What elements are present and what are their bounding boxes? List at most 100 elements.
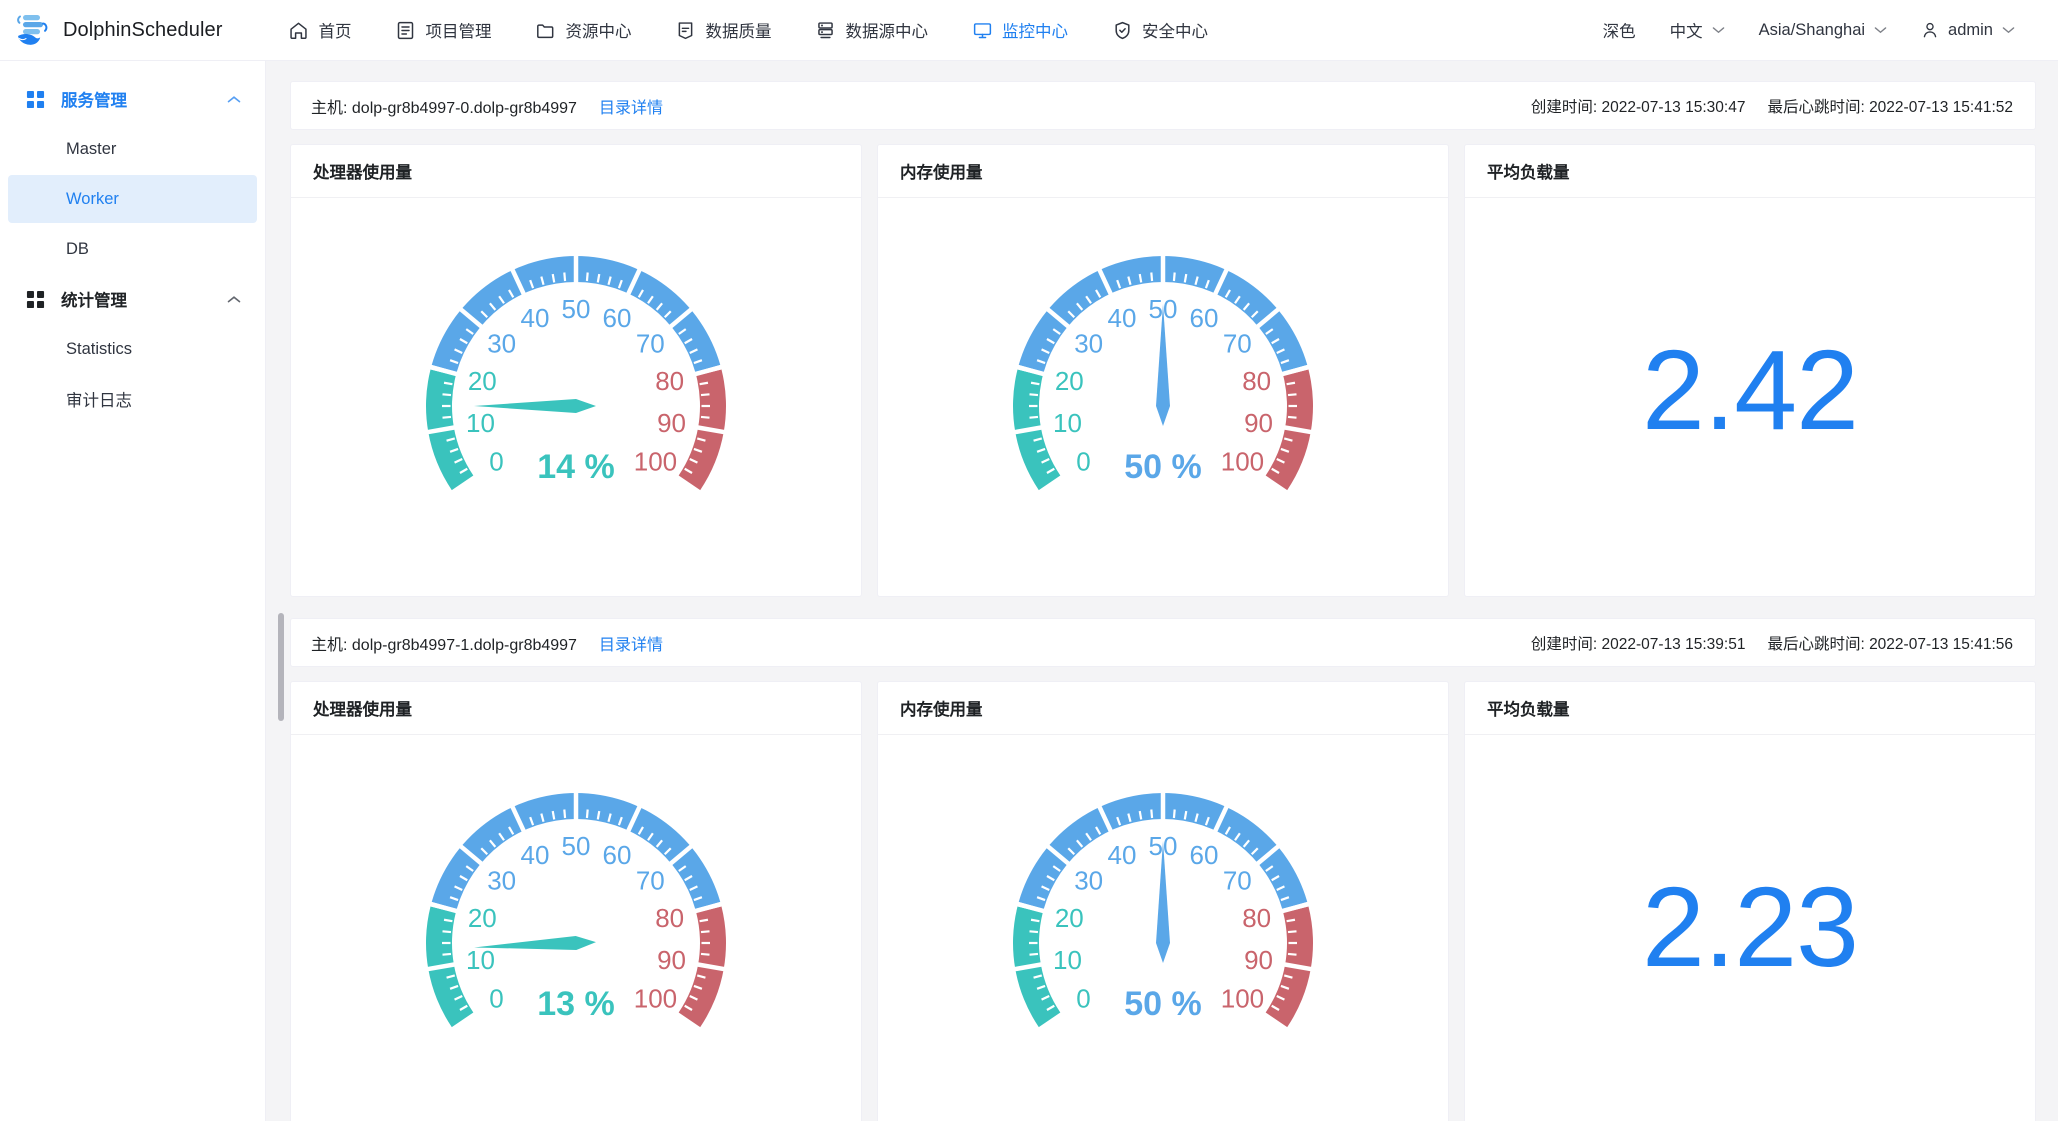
gauge-tick-minor (1276, 885, 1285, 891)
gauge-tick-minor (1276, 348, 1285, 354)
cpu-usage-card: 处理器使用量 0 10 20 30 40 50 60 70 80 90 100 14 % (290, 144, 862, 597)
gauge-tick-minor (1287, 930, 1297, 934)
worker-host-block: 主机: dolp-gr8b4997-1.dolp-gr8b4997 目录详情 创… (290, 618, 2036, 1121)
gauge-tick-minor (1150, 272, 1154, 282)
gauge-tick-minor (1029, 393, 1039, 397)
gauge-tick-minor (459, 1004, 468, 1011)
gauge-tick-minor (1033, 437, 1043, 442)
gauge-tick-minor (1280, 896, 1290, 902)
gauge-value-text: 50 % (1124, 448, 1202, 486)
language-selector[interactable]: 中文 (1653, 0, 1742, 60)
gauge-tick-minor (1271, 875, 1280, 882)
gauge-tick-major (510, 268, 527, 296)
gauge-tick-minor (655, 302, 663, 311)
gauge-tick-minor (607, 813, 612, 823)
gauge-tick-major (1016, 364, 1045, 377)
topnav-item-monitor[interactable]: 监控中心 (950, 0, 1090, 60)
gauge-tick-label: 100 (1221, 447, 1264, 477)
timezone-selector[interactable]: Asia/Shanghai (1742, 0, 1904, 60)
gauge-tick-label: 60 (1190, 303, 1219, 333)
gauge-tick-label: 40 (521, 303, 550, 333)
gauge-tick-label: 100 (1221, 984, 1264, 1014)
top-header: DolphinScheduler 首页 项目管理 资源中心 (0, 0, 2058, 61)
gauge-tick-minor (1271, 1004, 1280, 1011)
cpu-usage-card: 处理器使用量 0 10 20 30 40 50 60 70 80 90 100 13 % (290, 681, 862, 1121)
topnav-item-project[interactable]: 项目管理 (373, 0, 513, 60)
gauge-tick-minor (700, 952, 710, 956)
directory-detail-link[interactable]: 目录详情 (598, 99, 663, 117)
gauge-tick-major (696, 962, 726, 972)
gauge-tick-minor (442, 415, 452, 419)
topnav-item-resource[interactable]: 资源中心 (513, 0, 653, 60)
topnav-item-home[interactable]: 首页 (266, 0, 373, 60)
dolphin-logo-icon (17, 15, 48, 45)
gauge-tick-minor (684, 875, 693, 882)
sidebar-item-label: DB (66, 239, 89, 258)
user-menu[interactable]: admin (1904, 0, 2032, 60)
gauge-tick-label: 0 (1076, 447, 1090, 477)
load-average-card: 平均负载量 2.42 (1464, 144, 2036, 597)
topnav-item-datasource[interactable]: 数据源中心 (793, 0, 950, 60)
gauge-tick-major (1255, 844, 1281, 866)
gauge-tick-minor (637, 826, 644, 835)
gauge-tick-label: 100 (634, 447, 677, 477)
gauge-tick-minor (1036, 896, 1046, 902)
gauge-tick-minor (465, 328, 474, 335)
gauge-tick-minor (540, 276, 545, 286)
gauge-tick-minor (1033, 974, 1043, 979)
gauge-tick-major (458, 307, 484, 329)
gauge-tick-minor (563, 272, 567, 282)
gauge-tick-label: 60 (603, 303, 632, 333)
sidebar-item-label: Statistics (66, 339, 133, 358)
sidebar-group-statistics-management[interactable]: 统计管理 (0, 275, 265, 323)
scrollbar-thumb[interactable] (278, 613, 284, 721)
gauge-tick-minor (551, 273, 556, 283)
sidebar-item-audit-log[interactable]: 审计日志 (8, 375, 257, 423)
grid-icon (26, 290, 45, 308)
gauge-tick-minor (1204, 279, 1210, 289)
theme-toggle[interactable]: 深色 (1586, 0, 1653, 60)
topnav-label: 首页 (318, 23, 352, 41)
gauge-tick-label: 90 (1244, 408, 1273, 438)
sidebar-item-master[interactable]: Master (8, 125, 257, 173)
gauge-tick-major (1281, 364, 1310, 377)
gauge-tick-major (625, 805, 642, 833)
gauge-tick-minor (699, 918, 709, 923)
gauge-value-text: 14 % (537, 448, 615, 486)
gauge-tick-major (1255, 307, 1281, 329)
gauge-tick-minor (508, 826, 515, 835)
sidebar-item-db[interactable]: DB (8, 225, 257, 273)
sidebar-group-service-management[interactable]: 服务管理 (0, 75, 265, 123)
gauge-tick-minor (459, 338, 468, 345)
gauge-tick-minor (1076, 302, 1084, 311)
gauge-tick-minor (693, 896, 703, 902)
directory-detail-link[interactable]: 目录详情 (598, 636, 663, 654)
gauge-tick-minor (637, 289, 644, 298)
gauge-tick-minor (1095, 289, 1102, 298)
gauge-tick-minor (551, 810, 556, 820)
content-scrollbar[interactable] (275, 61, 287, 1121)
topnav-item-data-quality[interactable]: 数据质量 (653, 0, 793, 60)
heartbeat-time: 最后心跳时间: 2022-07-13 15:41:52 (1767, 98, 2013, 116)
sidebar-item-worker[interactable]: Worker (8, 175, 257, 223)
gauge-tick-minor (700, 930, 710, 934)
gauge-tick-minor (1052, 865, 1061, 872)
gauge-tick-minor (459, 467, 468, 474)
gauge-tick-minor (1265, 865, 1274, 872)
gauge-tick-label: 70 (636, 329, 665, 359)
gauge-tick-minor (655, 839, 663, 848)
brand-logo-area[interactable]: DolphinScheduler (14, 12, 222, 48)
gauge-tick-minor (1234, 295, 1241, 304)
topnav-label: 数据质量 (705, 23, 772, 41)
gauge-tick-minor (449, 896, 459, 902)
gauge-tick-minor (508, 289, 515, 298)
gauge-tick-major (1045, 844, 1071, 866)
gauge-tick-label: 10 (1053, 408, 1082, 438)
gauge-tick-minor (663, 310, 672, 319)
gauge-tick-label: 10 (466, 408, 495, 438)
sidebar-item-statistics[interactable]: Statistics (8, 325, 257, 373)
gauge-tick-minor (449, 447, 459, 453)
topnav-item-security[interactable]: 安全中心 (1090, 0, 1230, 60)
gauge-tick-minor (678, 328, 687, 335)
